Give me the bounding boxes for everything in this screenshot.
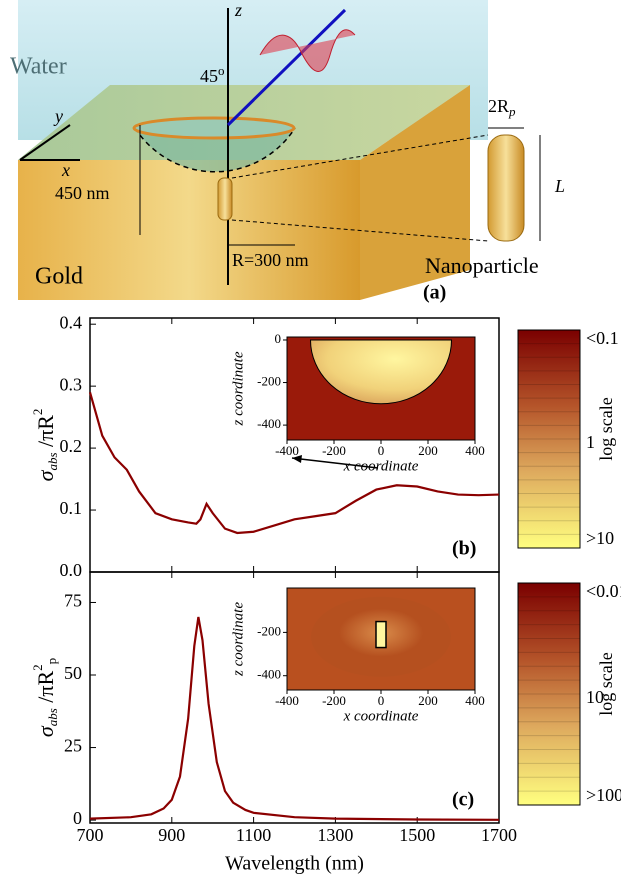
inset-x-tick-label: -400 <box>275 693 299 708</box>
inset-y-label: z coordinate <box>230 351 246 426</box>
x-tick-label: 1500 <box>399 825 435 845</box>
panel-a: z Water 45o y x 450 nm R=300 nm Gold 2Rp… <box>10 0 565 304</box>
colorbar-top: <0.01 <box>586 581 621 601</box>
inset-y-tick-label: -400 <box>257 416 281 431</box>
inset-y-tick-label: -200 <box>257 374 281 389</box>
x-tick-label: 1700 <box>481 825 517 845</box>
panel-label: (c) <box>452 789 474 811</box>
x-axis-label: x <box>61 160 70 180</box>
water-label: Water <box>10 54 67 80</box>
colorbar-bottom: >1000 <box>586 785 621 805</box>
x-tick-label: 1300 <box>317 825 353 845</box>
colorbar-label: log scale <box>596 397 616 460</box>
z-label: z <box>234 0 242 20</box>
inset-y-tick-label: -200 <box>257 623 281 638</box>
y-tick-label: 0.0 <box>60 560 83 580</box>
inset-x-tick-label: 0 <box>378 693 385 708</box>
y-label-main: /πR <box>33 671 58 709</box>
inset-x-tick-label: 400 <box>465 443 485 458</box>
inset-y-tick-label: -400 <box>257 667 281 682</box>
width-label: 2Rp <box>488 96 516 119</box>
rod-large <box>488 135 524 241</box>
figure: z Water 45o y x 450 nm R=300 nm Gold 2Rp… <box>0 0 621 892</box>
inset-y-tick-label: 0 <box>275 331 282 346</box>
y-axis-label: σabs /πR2 <box>30 409 60 482</box>
inset-x-tick-label: -200 <box>322 693 346 708</box>
gold-label: Gold <box>35 264 83 290</box>
inset-x-tick-label: 200 <box>418 443 438 458</box>
inset-x-tick-label: 200 <box>418 693 438 708</box>
y-label-main: /πR <box>33 415 58 453</box>
y-tick-label: 50 <box>64 663 82 683</box>
inset-x-tick-label: 400 <box>465 693 485 708</box>
inset-x-tick-label: -400 <box>275 443 299 458</box>
y-tick-label: 0.2 <box>60 436 83 456</box>
angle-sup: o <box>218 63 225 78</box>
y-tick-label: 25 <box>64 736 82 756</box>
y-tick-label: 0.3 <box>60 374 83 394</box>
cavity-rim <box>134 118 294 138</box>
colorbar-label: log scale <box>596 652 616 715</box>
width: 2R <box>488 96 509 116</box>
heatmap-hotspot <box>376 622 386 648</box>
y-label-sub: abs <box>45 452 60 470</box>
inset-y-label: z coordinate <box>230 602 246 677</box>
depth-label: 450 nm <box>55 183 110 203</box>
y-tick-label: 75 <box>64 591 82 611</box>
x-axis-label: Wavelength (nm) <box>225 853 364 875</box>
colorbar-middle: 1 <box>586 432 595 452</box>
width-sub: p <box>508 104 516 119</box>
panel-label: (a) <box>423 282 446 304</box>
colorbar-bottom: >10 <box>586 528 614 548</box>
y-tick-label: 0.4 <box>60 312 83 332</box>
x-tick-label: 900 <box>158 825 185 845</box>
colorbar-top: <0.1 <box>586 328 619 348</box>
rod-small <box>218 178 232 220</box>
x-tick-label: 700 <box>77 825 104 845</box>
y-label-sup-sub: p <box>44 658 59 665</box>
inset-x-tick-label: -200 <box>322 443 346 458</box>
y-axis-label: y <box>53 106 63 126</box>
y-tick-label: 0.1 <box>60 498 83 518</box>
y-label-sup: 2 <box>30 664 45 671</box>
y-label-sub: abs <box>45 708 60 726</box>
y-axis-label: σabs /πR2p <box>30 658 60 737</box>
inset-x-label: x coordinate <box>343 708 419 724</box>
panel-label: (b) <box>452 538 476 560</box>
inset-x-tick-label: 0 <box>378 443 385 458</box>
angle: 45 <box>200 66 218 86</box>
inset-x-label: x coordinate <box>343 458 419 474</box>
radius-label: R=300 nm <box>232 250 309 270</box>
particle-label: Nanoparticle <box>425 253 539 278</box>
x-tick-label: 1100 <box>236 825 271 845</box>
length-label: L <box>554 176 565 196</box>
y-label-sup: 2 <box>30 409 45 416</box>
